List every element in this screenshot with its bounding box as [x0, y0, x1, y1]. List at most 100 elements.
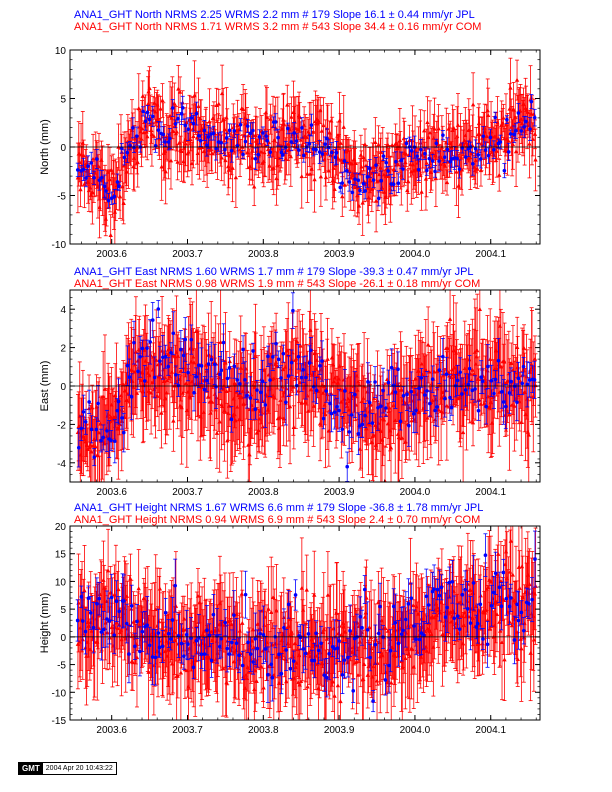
data-point-jpl — [156, 128, 161, 132]
data-point-jpl — [512, 132, 516, 137]
data-point-com — [145, 134, 150, 139]
data-point-com — [149, 132, 155, 137]
data-point-com — [78, 187, 83, 192]
data-point-com — [293, 375, 299, 380]
data-point-com — [215, 131, 221, 136]
data-point-jpl — [384, 160, 389, 165]
data-point-com — [263, 110, 269, 115]
x-tick-label: 2004.1 — [475, 249, 506, 260]
data-point-jpl — [143, 119, 148, 124]
data-point-com — [183, 141, 188, 146]
data-point-jpl — [97, 178, 102, 182]
data-point-jpl — [519, 129, 524, 133]
data-point-jpl — [170, 106, 175, 110]
data-point-com — [514, 77, 520, 82]
data-point-com — [323, 412, 328, 417]
x-tick-label: 2003.8 — [248, 249, 279, 260]
data-point-jpl — [202, 128, 207, 133]
data-point-jpl — [347, 180, 352, 184]
data-point-com — [416, 368, 421, 373]
data-point-jpl — [396, 181, 401, 186]
data-point-jpl — [128, 143, 132, 148]
data-point-com — [340, 194, 345, 199]
data-point-jpl — [265, 139, 270, 143]
data-point-jpl — [425, 168, 429, 173]
data-point-com — [450, 372, 456, 377]
data-point-com — [174, 129, 179, 134]
data-point-com — [267, 163, 272, 168]
data-point-jpl — [381, 154, 386, 158]
data-point-com — [120, 408, 125, 413]
data-point-com — [327, 130, 332, 135]
data-point-com — [186, 149, 191, 154]
data-point-jpl — [448, 159, 453, 164]
data-point-com — [191, 133, 196, 138]
data-point-com — [151, 133, 157, 138]
data-point-jpl — [365, 175, 370, 179]
data-point-jpl — [89, 161, 94, 165]
data-point-jpl — [86, 164, 90, 168]
data-point-jpl — [333, 155, 337, 160]
x-tick-label: 2003.7 — [172, 249, 203, 260]
data-point-com — [432, 126, 437, 131]
data-point-com — [125, 391, 131, 396]
data-point-com — [361, 395, 366, 400]
data-point-com — [494, 148, 499, 153]
data-point-com — [247, 164, 253, 169]
data-point-jpl — [409, 148, 414, 153]
data-point-com — [466, 357, 472, 362]
data-point-com — [336, 156, 341, 161]
data-point-jpl — [229, 148, 234, 153]
data-point-jpl — [307, 141, 312, 146]
data-point-jpl — [437, 159, 441, 163]
data-point-jpl — [198, 138, 203, 143]
data-point-com — [209, 399, 215, 404]
data-point-com — [96, 164, 102, 169]
data-point-com — [447, 316, 453, 321]
data-point-jpl — [92, 175, 96, 180]
data-point-jpl — [245, 124, 250, 128]
data-point-jpl — [301, 153, 306, 158]
data-point-com — [341, 124, 346, 129]
data-point-com — [95, 452, 100, 457]
data-point-com — [109, 167, 114, 172]
data-point-com — [224, 389, 229, 394]
data-point-com — [99, 157, 104, 162]
data-point-jpl — [379, 178, 383, 183]
data-point-jpl — [223, 147, 227, 152]
data-point-com — [496, 172, 502, 177]
data-point-com — [422, 128, 427, 133]
data-point-com — [133, 349, 139, 354]
data-point-com — [251, 184, 257, 189]
data-point-com — [459, 167, 465, 172]
data-point-com — [338, 157, 344, 162]
data-point-com — [82, 181, 87, 186]
data-point-com — [100, 394, 106, 399]
data-point-jpl — [498, 140, 503, 144]
x-tick-label: 2003.9 — [324, 249, 355, 260]
data-point-jpl — [205, 143, 209, 148]
data-point-com — [240, 107, 246, 112]
y-tick-label: 5 — [60, 95, 66, 106]
data-point-com — [224, 115, 229, 120]
legend-east-jpl: ANA1_GHT East NRMS 1.60 WRMS 1.7 mm # 17… — [74, 266, 474, 278]
data-point-com — [399, 173, 404, 178]
data-point-jpl — [131, 126, 135, 130]
data-point-jpl — [145, 110, 150, 115]
y-tick-label: 10 — [55, 46, 67, 57]
data-point-com — [403, 160, 408, 165]
data-point-com — [470, 420, 476, 425]
data-point-com — [146, 388, 151, 393]
data-point-com — [506, 138, 511, 143]
data-point-com — [406, 179, 411, 184]
data-point-jpl — [102, 184, 107, 189]
data-point-jpl — [135, 134, 139, 138]
data-point-com — [196, 104, 201, 109]
data-point-com — [89, 449, 94, 454]
data-point-com — [166, 352, 171, 357]
data-point-com — [511, 107, 516, 112]
data-point-com — [430, 398, 435, 403]
data-point-com — [405, 188, 410, 193]
data-point-com — [287, 404, 293, 409]
data-point-com — [454, 169, 459, 174]
